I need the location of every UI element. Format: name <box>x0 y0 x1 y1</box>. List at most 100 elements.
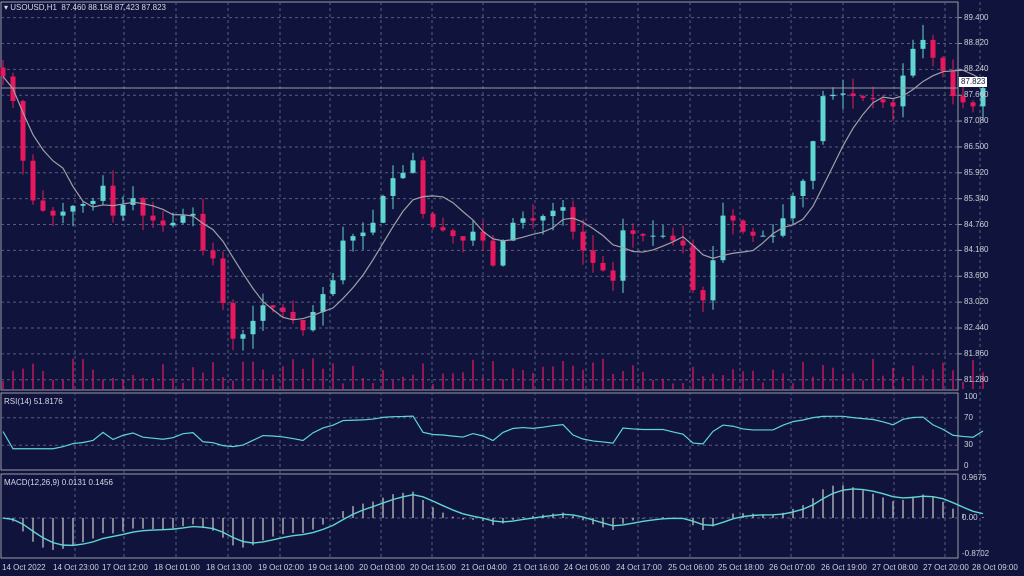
price-axis-label: 88.240 <box>964 64 989 74</box>
macd-axis-label: 0.00 <box>962 513 978 522</box>
candle-body <box>420 160 426 214</box>
panel-border <box>0 1 959 391</box>
candle-body <box>480 231 486 241</box>
candle-body <box>330 280 336 295</box>
ohlc-low: 87.423 <box>114 3 140 12</box>
price-axis-label: 89.400 <box>964 12 989 22</box>
candle-body <box>510 222 516 241</box>
time-axis-label: 25 Oct 18:00 <box>718 563 764 572</box>
time-axis-label: 18 Oct 13:00 <box>206 563 252 572</box>
candle-body <box>350 236 356 241</box>
rsi-legend: RSI(14) 51.8176 <box>4 397 63 406</box>
rsi-axis-label: 70 <box>964 412 973 422</box>
candle-body <box>100 185 106 201</box>
candle-body <box>340 240 346 281</box>
candle-body <box>540 216 546 221</box>
candle-body <box>270 305 276 308</box>
rsi-line <box>2 415 984 450</box>
ohlc-high: 88.158 <box>88 3 113 12</box>
candle-body <box>310 311 316 331</box>
candle-body <box>60 211 66 216</box>
candle-body <box>800 180 806 196</box>
panel-border <box>0 473 959 559</box>
candle-body <box>240 334 246 339</box>
price-axis-label: 81.860 <box>964 348 989 358</box>
time-axis-label: 27 Oct 20:00 <box>923 563 969 572</box>
candle-body <box>970 102 976 107</box>
candle-body <box>440 227 446 231</box>
candle-body <box>400 172 406 179</box>
candle-body <box>520 218 526 223</box>
current-price-tag: 87.823 <box>959 76 988 87</box>
candle-body <box>770 235 776 237</box>
time-axis-label: 26 Oct 19:00 <box>821 563 867 572</box>
candle-body <box>370 222 376 233</box>
candle-body <box>570 207 576 232</box>
price-axis-label: 87.660 <box>964 90 989 100</box>
symbol-legend: ▾ USOUSD,H1 87.460 88.158 87.423 87.823 <box>4 3 166 12</box>
price-axis-label: 88.820 <box>964 38 989 48</box>
candle-body <box>830 94 836 97</box>
macd-axis-label: -0.8702 <box>962 549 990 558</box>
collapse-triangle-icon[interactable]: ▾ <box>4 3 9 12</box>
candle-body <box>230 303 236 339</box>
candle-body <box>190 213 196 216</box>
candle-body <box>290 311 296 320</box>
time-axis-label: 28 Oct 09:00 <box>972 563 1018 572</box>
candle-body <box>920 39 926 49</box>
candle-body <box>170 222 176 226</box>
time-axis-label: 21 Oct 16:00 <box>513 563 559 572</box>
panel-border <box>0 392 959 471</box>
candle-body <box>20 101 26 161</box>
candle-body <box>0 67 6 77</box>
rsi-axis-label: 0 <box>964 461 969 470</box>
candle-body <box>850 93 856 97</box>
candle-body <box>680 240 686 246</box>
candle-body <box>410 160 416 173</box>
candle-body <box>380 196 386 223</box>
candle-body <box>610 270 616 281</box>
time-axis-label: 24 Oct 05:00 <box>564 563 610 572</box>
candle-body <box>150 215 156 221</box>
candle-body <box>140 198 146 216</box>
candle-body <box>810 141 816 181</box>
candle-body <box>820 96 826 142</box>
candle-body <box>790 196 796 219</box>
candle-body <box>470 231 476 241</box>
candle-body <box>580 231 586 251</box>
macd-signal-line <box>2 488 984 547</box>
candle-body <box>70 205 76 212</box>
candle-body <box>690 245 696 291</box>
candle-body <box>210 250 216 259</box>
candle-body <box>450 230 456 237</box>
price-axis-label: 85.340 <box>964 193 989 203</box>
price-axis-label: 86.500 <box>964 141 989 151</box>
candle-body <box>260 305 266 321</box>
time-axis-label: 14 Oct 23:00 <box>53 563 99 572</box>
rsi-axis-label: 30 <box>964 440 973 450</box>
candle-body <box>460 236 466 241</box>
candle-body <box>120 204 126 216</box>
candle-body <box>490 240 496 266</box>
candle-body <box>530 218 536 221</box>
candle-body <box>870 97 876 100</box>
price-axis-label: 85.920 <box>964 167 989 177</box>
time-axis-label: 27 Oct 08:00 <box>872 563 918 572</box>
candle-body <box>600 262 606 271</box>
candle-body <box>280 307 286 312</box>
candle-body <box>320 294 326 312</box>
candle-body <box>710 260 716 301</box>
candle-body <box>670 235 676 241</box>
candle-body <box>80 204 86 206</box>
time-axis-label: 20 Oct 03:00 <box>359 563 405 572</box>
candle-body <box>960 96 966 103</box>
candle-body <box>740 220 746 232</box>
candle-body <box>760 235 766 237</box>
candle-body <box>200 213 206 251</box>
time-axis-label: 21 Oct 04:00 <box>461 563 507 572</box>
candle-body <box>620 230 626 281</box>
candle-body <box>880 99 886 103</box>
candle-body <box>40 200 46 211</box>
time-axis-label: 14 Oct 2022 <box>2 563 46 572</box>
